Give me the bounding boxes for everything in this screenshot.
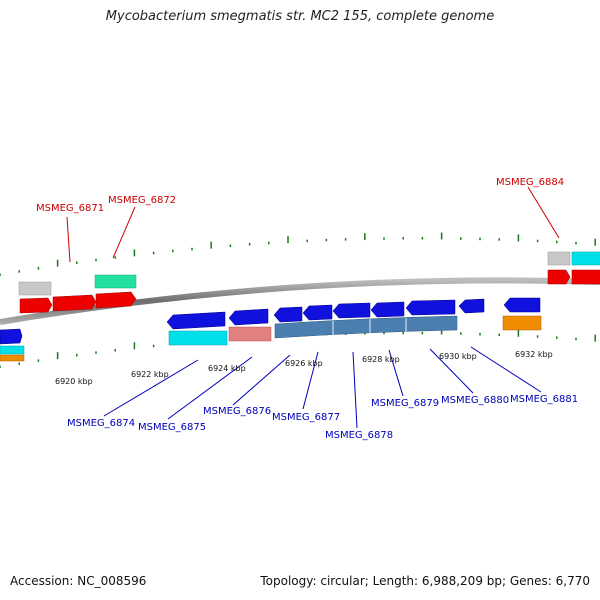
cds-feature[interactable] — [458, 298, 485, 314]
cds-feature[interactable] — [571, 269, 600, 285]
ncrna-feature[interactable] — [0, 354, 25, 362]
ruler-labels: 6920 kbp 6922 kbp 6924 kbp 6926 kbp 6928… — [55, 350, 553, 386]
gene-label[interactable]: MSMEG_6880 — [441, 395, 509, 406]
gene-feature[interactable] — [0, 345, 25, 355]
gene-label[interactable]: MSMEG_6871 — [36, 203, 104, 214]
ruler-label: 6924 kbp — [208, 364, 246, 373]
ruler-label: 6926 kbp — [285, 359, 323, 368]
gene-feature[interactable] — [168, 330, 228, 346]
gene-label[interactable]: MSMEG_6884 — [496, 177, 564, 188]
ruler-label: 6930 kbp — [439, 352, 477, 361]
cds-feature-msmeg-6878[interactable] — [332, 302, 371, 319]
outer-tick-track — [0, 232, 596, 276]
cds-feature-msmeg-6884[interactable] — [547, 269, 571, 285]
cds-feature-msmeg-6881[interactable] — [503, 297, 541, 313]
reverse-features — [0, 297, 542, 362]
gene-label[interactable]: MSMEG_6877 — [272, 412, 340, 423]
gene-label[interactable]: MSMEG_6881 — [510, 394, 578, 405]
ruler-label: 6920 kbp — [55, 377, 93, 386]
gene-label[interactable]: MSMEG_6875 — [138, 422, 206, 433]
cds-feature-msmeg-6879[interactable] — [370, 301, 405, 318]
cds-feature-msmeg-6875[interactable] — [228, 308, 269, 326]
forward-gene-labels: MSMEG_6871 MSMEG_6872 MSMEG_6884 — [36, 177, 564, 214]
gene-label[interactable]: MSMEG_6878 — [325, 430, 393, 441]
genome-title: Mycobacterium smegmatis str. MC2 155, co… — [105, 9, 495, 24]
ncrna-feature[interactable] — [502, 315, 542, 331]
cds-steel-feature[interactable] — [274, 315, 458, 339]
genome-summary-text: Topology: circular; Length: 6,988,209 bp… — [260, 574, 590, 588]
ruler-label: 6928 kbp — [362, 355, 400, 364]
cds-feature-msmeg-6876[interactable] — [273, 306, 303, 323]
accession-text: Accession: NC_008596 — [10, 574, 147, 588]
cds-feature-msmeg-6871[interactable] — [19, 297, 53, 314]
cds-feature-msmeg-6874[interactable] — [166, 311, 226, 330]
gene-label[interactable]: MSMEG_6874 — [67, 418, 135, 429]
pseudo-gene-feature[interactable] — [547, 251, 571, 266]
cds-feature-msmeg-6880[interactable] — [405, 299, 456, 316]
cds-feature[interactable] — [52, 294, 97, 312]
forward-features — [18, 251, 600, 314]
reverse-gene-labels: MSMEG_6874 MSMEG_6875 MSMEG_6876 MSMEG_6… — [67, 394, 578, 441]
salmon-feature[interactable] — [228, 326, 272, 342]
cds-feature[interactable] — [0, 328, 23, 345]
cds-feature-msmeg-6872[interactable] — [95, 291, 137, 309]
cds-feature-msmeg-6877[interactable] — [302, 304, 333, 321]
pseudo-gene-feature[interactable] — [18, 281, 52, 296]
gene-feature[interactable] — [571, 251, 600, 266]
label-leaders — [66, 186, 560, 429]
gene-label[interactable]: MSMEG_6872 — [108, 195, 176, 206]
gene-label[interactable]: MSMEG_6879 — [371, 398, 439, 409]
gene-label[interactable]: MSMEG_6876 — [203, 406, 271, 417]
ruler-label: 6922 kbp — [131, 370, 169, 379]
rna-feature[interactable] — [94, 274, 137, 289]
ruler-label: 6932 kbp — [515, 350, 553, 359]
